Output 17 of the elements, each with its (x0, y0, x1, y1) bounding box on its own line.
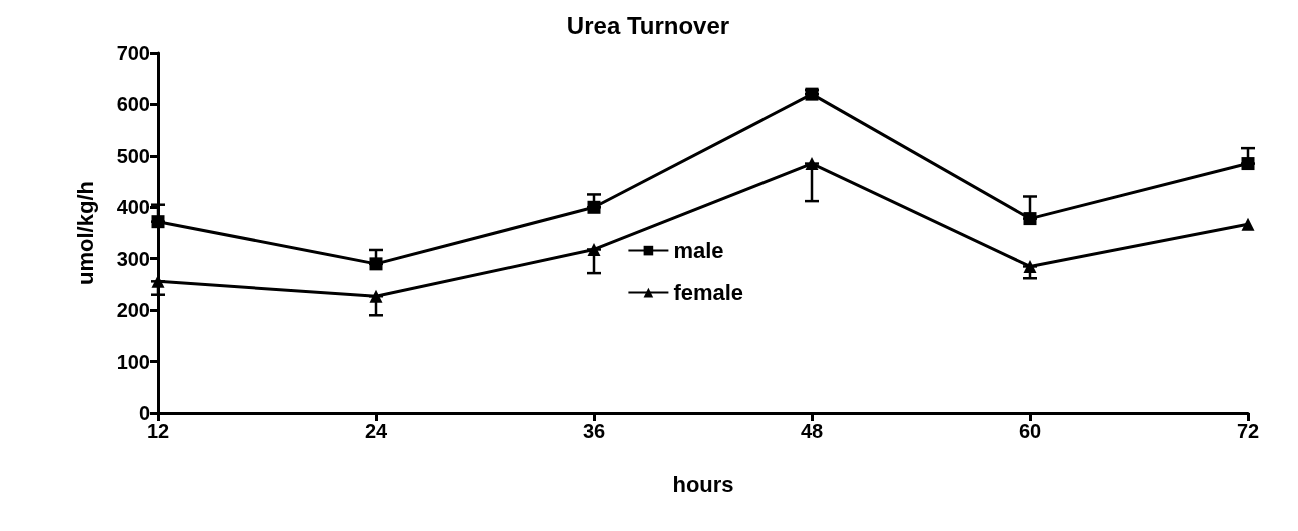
legend-label: male (673, 238, 724, 264)
x-tick-label: 72 (1236, 420, 1260, 442)
x-tick-label: 24 (364, 420, 388, 442)
y-tick-label: 600 (116, 93, 150, 116)
x-tick-label: 48 (800, 420, 824, 442)
y-tick-label: 100 (116, 350, 150, 373)
chart-title: Urea Turnover (566, 11, 730, 39)
legend-label: female (673, 280, 744, 306)
y-tick-label: 300 (116, 247, 150, 270)
y-tick-label: 400 (116, 196, 150, 219)
y-tick-label: 200 (116, 299, 150, 322)
x-tick-label: 36 (582, 420, 606, 442)
x-axis-title: hours (672, 471, 734, 497)
y-tick-label: 500 (116, 144, 150, 167)
y-axis-title: umol/kg/h (72, 181, 98, 285)
y-tick-label: 700 (116, 42, 150, 64)
x-tick-label: 60 (1018, 420, 1042, 442)
